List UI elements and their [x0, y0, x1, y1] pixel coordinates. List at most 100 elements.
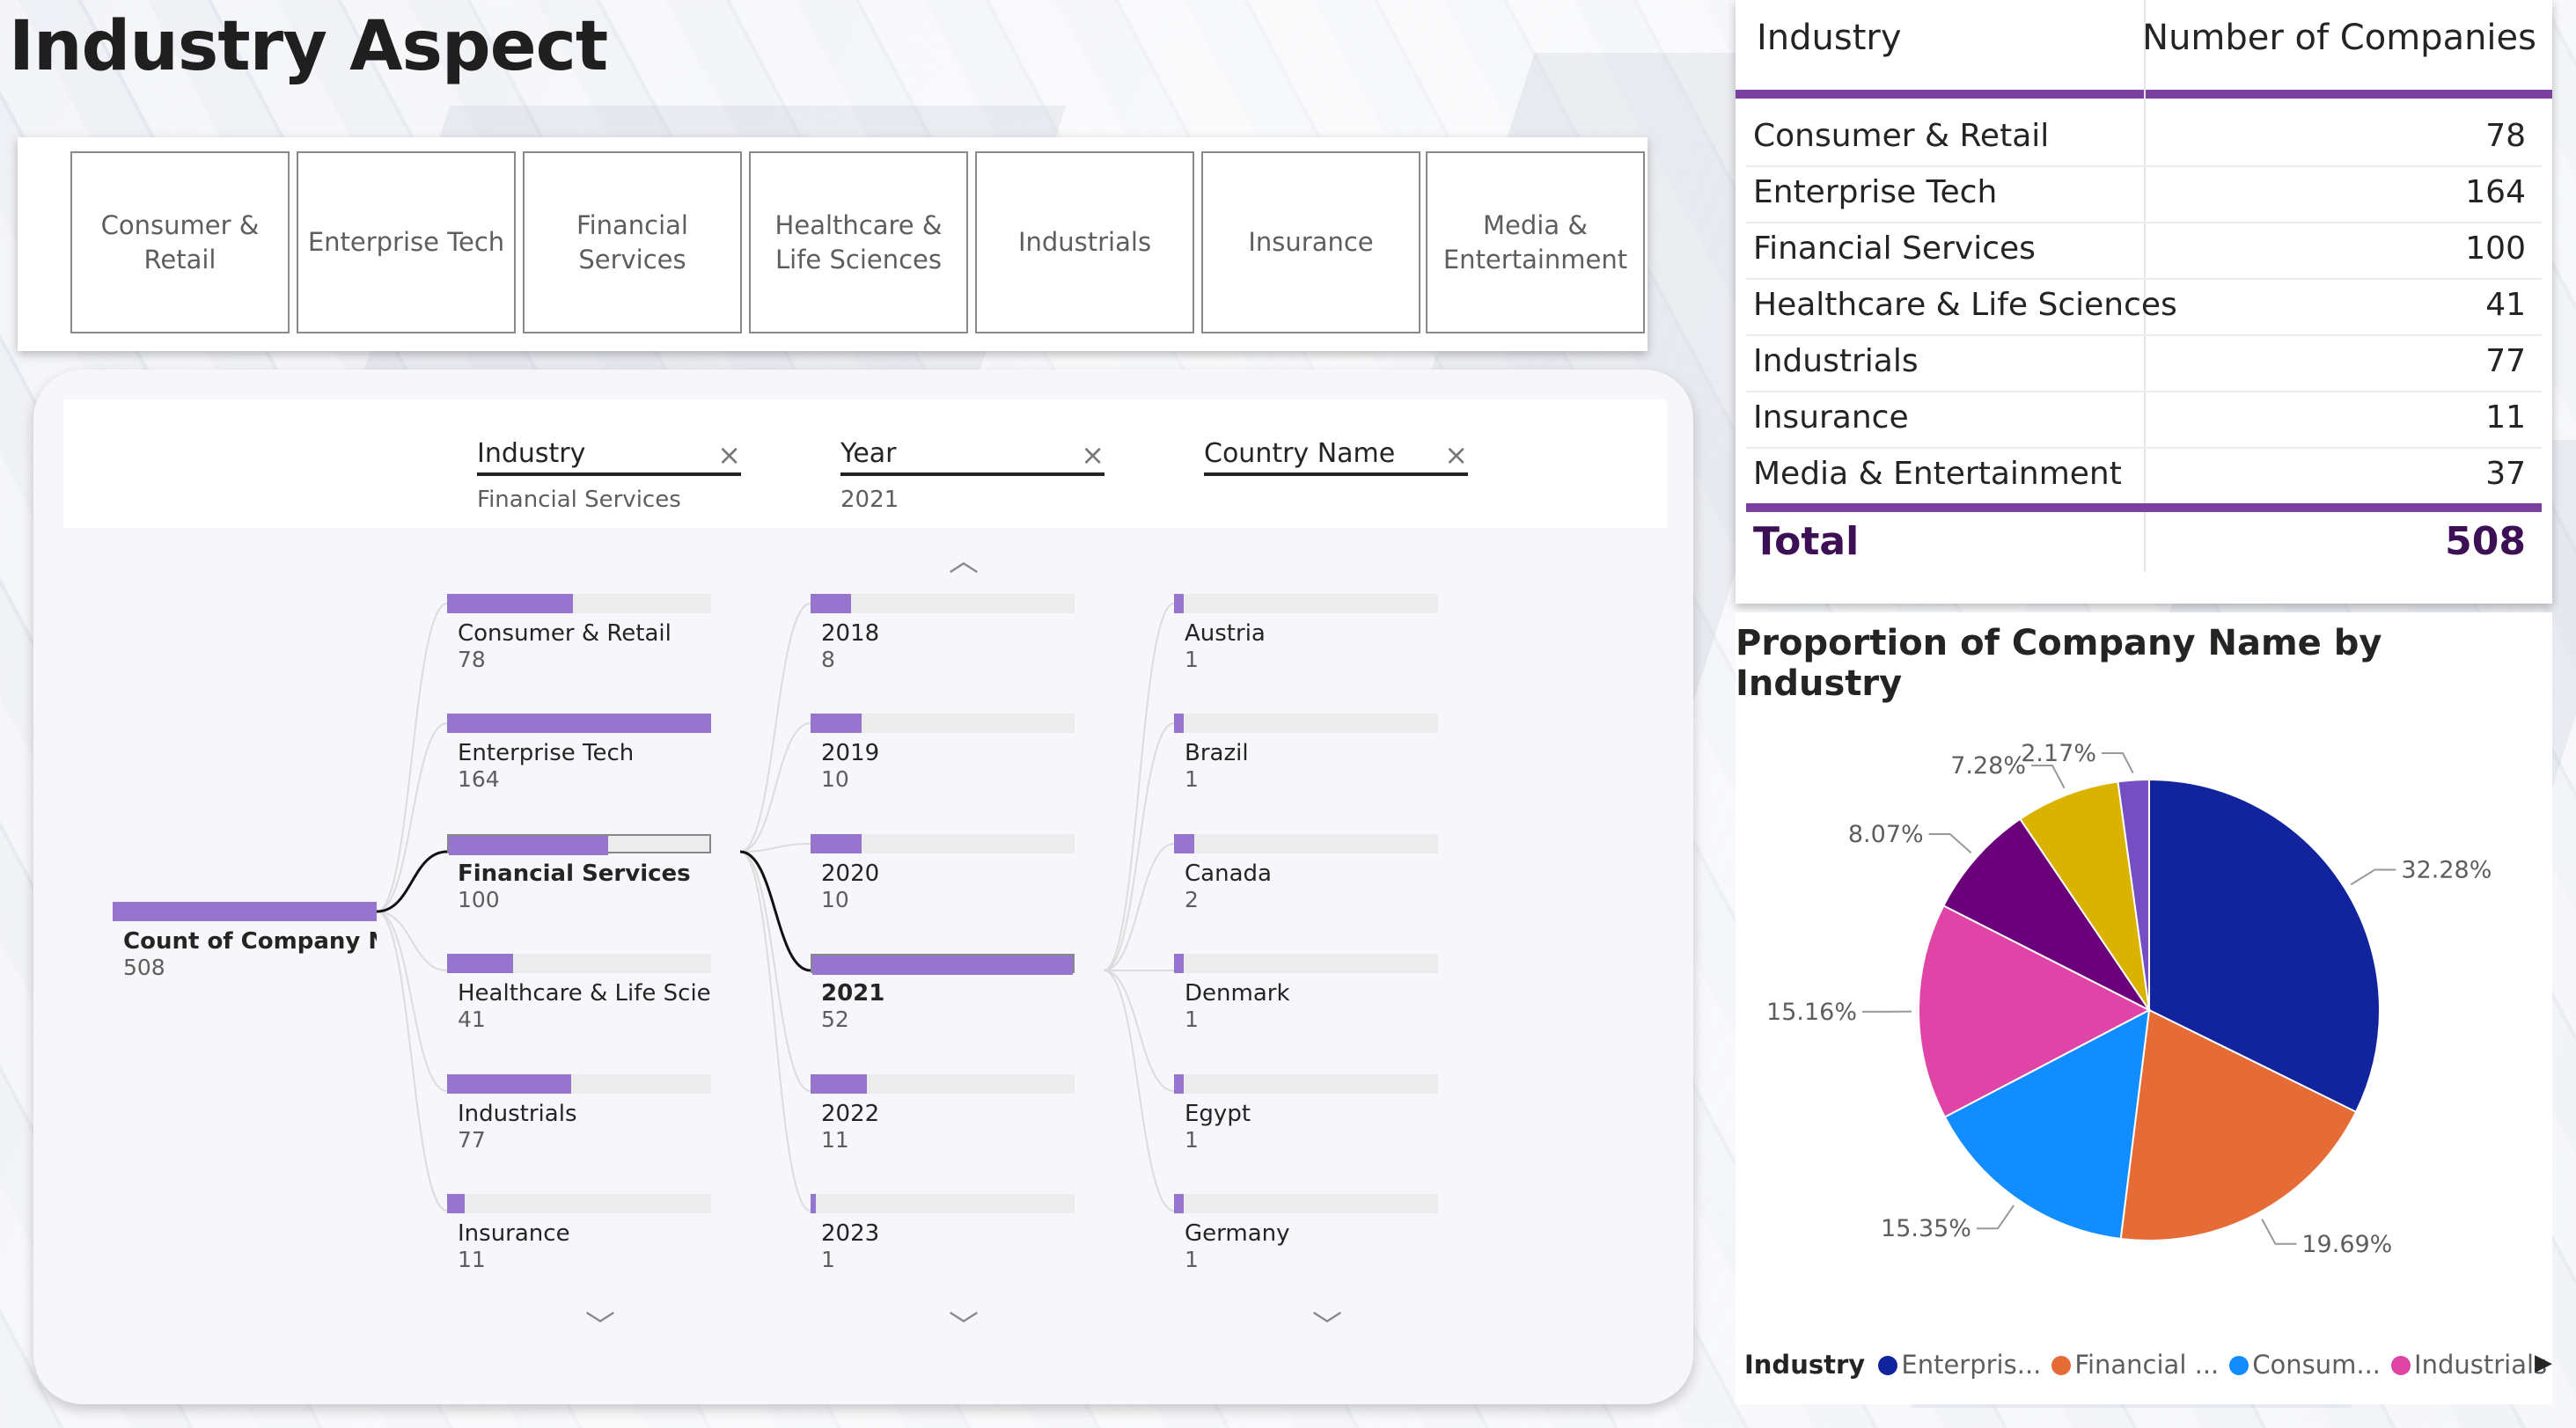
- pie-slice[interactable]: [2019, 780, 2150, 1011]
- year-node[interactable]: 2018 8: [811, 594, 1075, 672]
- country-node[interactable]: Denmark 1: [1174, 954, 1438, 1032]
- industry-node[interactable]: Insurance 11: [447, 1194, 711, 1272]
- year-node[interactable]: 2023 1: [811, 1194, 1075, 1272]
- node-value: 52: [821, 1007, 849, 1032]
- table-row[interactable]: Enterprise Tech 164: [1746, 165, 2542, 223]
- leader-line: [2031, 765, 2066, 789]
- table-row[interactable]: Healthcare & Life Sciences 41: [1746, 278, 2542, 336]
- node-bar: [811, 1194, 1075, 1213]
- node-bar: [811, 594, 1075, 613]
- legend-dot-icon: [2229, 1356, 2249, 1375]
- table-row[interactable]: Media & Entertainment 37: [1746, 447, 2542, 505]
- slicer-item-enterprise-tech[interactable]: Enterprise Tech: [297, 151, 516, 333]
- close-icon[interactable]: ×: [1081, 438, 1105, 472]
- node-bar-fill: [447, 954, 513, 973]
- industry-slicer: Consumer & Retail Enterprise Tech Financ…: [18, 137, 1648, 351]
- country-node[interactable]: Egypt 1: [1174, 1074, 1438, 1153]
- node-label: Healthcare & Life Scie...: [458, 980, 711, 1007]
- node-label: Germany: [1185, 1220, 1290, 1247]
- legend-item[interactable]: Financial ...: [2051, 1350, 2219, 1380]
- industry-table: Industry Number of Companies Consumer & …: [1736, 0, 2552, 604]
- chevron-down-icon[interactable]: ﹀: [585, 1309, 615, 1344]
- chevron-up-icon[interactable]: ︿: [949, 544, 979, 579]
- pie-slice[interactable]: [1942, 817, 2152, 1013]
- level-title: Year: [840, 438, 897, 469]
- pie-slice[interactable]: [2119, 1008, 2358, 1241]
- node-label: Brazil: [1185, 740, 1249, 766]
- column-header-industry[interactable]: Industry: [1757, 18, 1902, 58]
- node-bar: [1174, 1194, 1438, 1213]
- level-header-industry[interactable]: Industry × Financial Services: [477, 438, 741, 513]
- level-filter-value: 2021: [840, 487, 899, 513]
- country-node[interactable]: Germany 1: [1174, 1194, 1438, 1272]
- slicer-item-industrials[interactable]: Industrials: [975, 151, 1194, 333]
- chevron-down-icon[interactable]: ﹀: [1312, 1309, 1342, 1344]
- pie-slice[interactable]: [1943, 1008, 2151, 1241]
- close-icon[interactable]: ×: [717, 438, 741, 472]
- industry-node[interactable]: Financial Services 100: [447, 834, 711, 912]
- legend-item[interactable]: Consum...: [2229, 1350, 2381, 1380]
- node-label: Enterprise Tech: [458, 740, 635, 766]
- leader-line: [2102, 752, 2134, 774]
- node-value: 508: [123, 955, 165, 980]
- node-bar: [1174, 834, 1438, 853]
- table-row[interactable]: Consumer & Retail 78: [1746, 109, 2542, 167]
- node-bar-fill: [447, 1194, 466, 1213]
- node-bar: [1174, 954, 1438, 973]
- node-label: Canada: [1185, 860, 1272, 887]
- slicer-item-consumer-retail[interactable]: Consumer & Retail: [70, 151, 290, 333]
- slicer-item-insurance[interactable]: Insurance: [1201, 151, 1420, 333]
- cell-industry: Industrials: [1753, 343, 1919, 379]
- tree-connectors: [376, 603, 1175, 1212]
- node-bar-fill: [1174, 594, 1185, 613]
- node-value: 10: [821, 766, 849, 792]
- legend-next-icon[interactable]: ▶: [2535, 1350, 2552, 1376]
- data-label: 15.35%: [1881, 1215, 1971, 1242]
- legend-item[interactable]: Enterpris...: [1878, 1350, 2041, 1380]
- close-icon[interactable]: ×: [1444, 438, 1468, 472]
- cell-industry: Consumer & Retail: [1753, 118, 2050, 154]
- pie-slice[interactable]: [2148, 778, 2381, 1114]
- country-node[interactable]: Canada 2: [1174, 834, 1438, 912]
- pie-slice[interactable]: [2117, 778, 2150, 1011]
- year-node[interactable]: 2021 52: [811, 954, 1075, 1032]
- industry-node[interactable]: Healthcare & Life Scie... 41: [447, 954, 711, 1032]
- chevron-down-icon[interactable]: ﹀: [949, 1309, 979, 1344]
- level-header-year[interactable]: Year × 2021: [840, 438, 1105, 513]
- root-node[interactable]: Count of Company N... 508: [113, 902, 377, 980]
- year-node[interactable]: 2022 11: [811, 1074, 1075, 1153]
- country-node[interactable]: Austria 1: [1174, 594, 1438, 672]
- node-bar-fill: [1174, 714, 1185, 733]
- node-bar-fill: [1174, 834, 1195, 853]
- level-header-country[interactable]: Country Name ×: [1204, 438, 1468, 487]
- node-label: Denmark: [1185, 980, 1290, 1007]
- table-row[interactable]: Financial Services 100: [1746, 222, 2542, 280]
- slicer-item-financial-services[interactable]: Financial Services: [523, 151, 742, 333]
- industry-node[interactable]: Enterprise Tech 164: [447, 714, 711, 792]
- country-node[interactable]: Brazil 1: [1174, 714, 1438, 792]
- legend-title: Industry: [1744, 1350, 1866, 1380]
- node-bar: [447, 594, 711, 613]
- node-bar-fill: [447, 714, 711, 733]
- slicer-item-healthcare-life-sciences[interactable]: Healthcare & Life Sciences: [749, 151, 968, 333]
- node-bar: [811, 834, 1075, 853]
- leader-line: [2350, 868, 2396, 886]
- legend-item[interactable]: Industrials: [2391, 1350, 2547, 1380]
- industry-node[interactable]: Industrials 77: [447, 1074, 711, 1153]
- pie-chart[interactable]: 32.28% 19.69% 15.35% 15.16% 8.07% 7.28%2.17%: [1736, 612, 2552, 1334]
- cell-number: 77: [2485, 343, 2526, 379]
- year-node[interactable]: 2019 10: [811, 714, 1075, 792]
- slicer-item-media-entertainment[interactable]: Media & Entertainment: [1426, 151, 1645, 333]
- page-title: Industry Aspect: [9, 7, 608, 86]
- level-title: Country Name: [1204, 438, 1396, 469]
- node-value: 1: [1185, 1247, 1199, 1272]
- node-value: 10: [821, 887, 849, 912]
- table-row[interactable]: Industrials 77: [1746, 334, 2542, 392]
- industry-node[interactable]: Consumer & Retail 78: [447, 594, 711, 672]
- node-value: 11: [821, 1127, 849, 1153]
- year-node[interactable]: 2020 10: [811, 834, 1075, 912]
- cell-industry: Enterprise Tech: [1753, 174, 1998, 210]
- table-row[interactable]: Insurance 11: [1746, 391, 2542, 449]
- column-header-number[interactable]: Number of Companies: [2142, 18, 2536, 58]
- pie-slice[interactable]: [1918, 904, 2152, 1118]
